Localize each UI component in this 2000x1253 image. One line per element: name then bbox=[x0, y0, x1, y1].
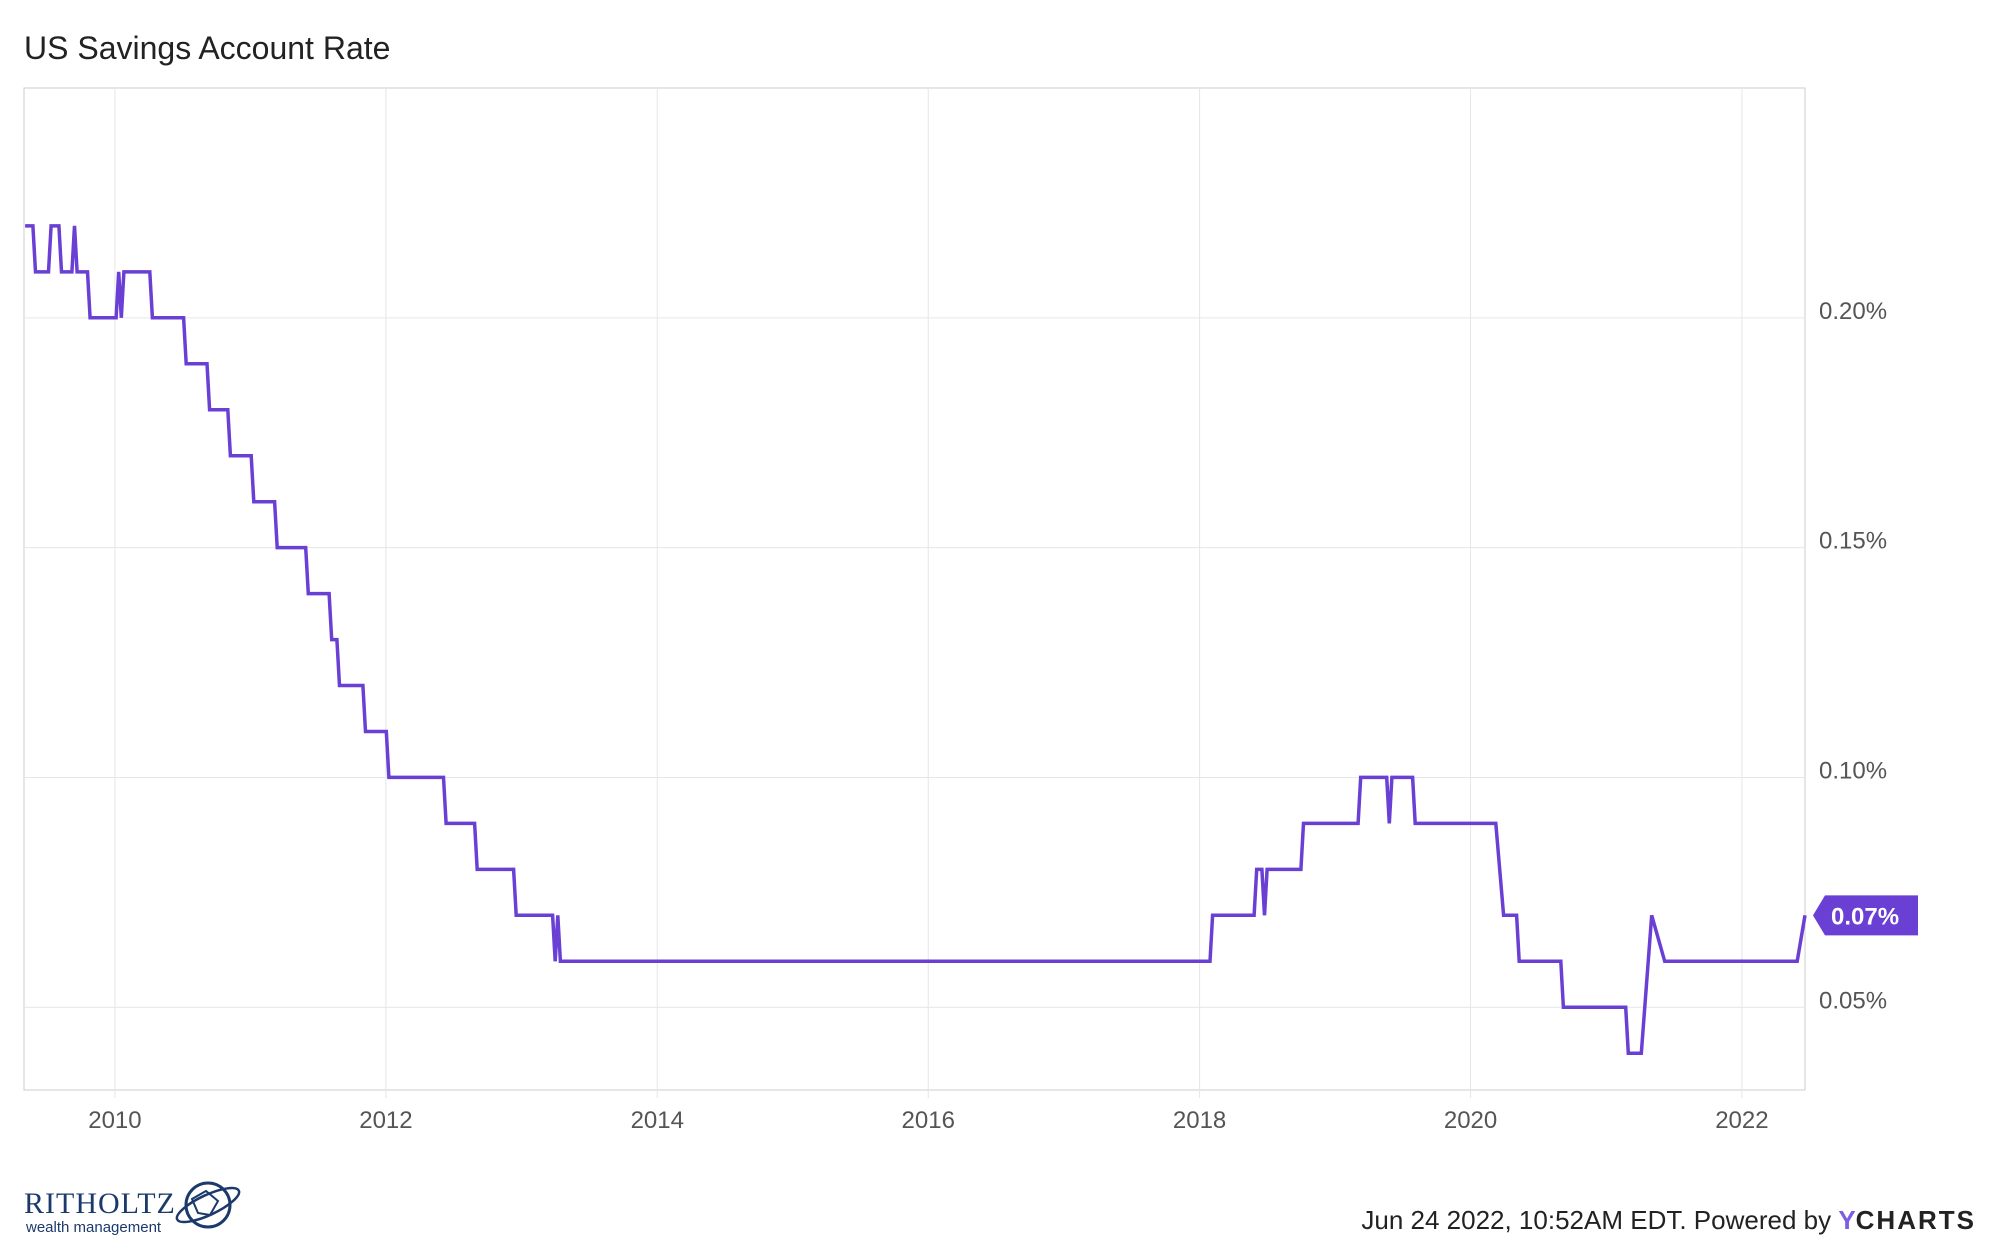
ycharts-logo-y: Y bbox=[1838, 1205, 1856, 1235]
x-tick-label: 2010 bbox=[88, 1107, 141, 1134]
x-tick-label: 2020 bbox=[1444, 1107, 1497, 1134]
footer-credit: Jun 24 2022, 10:52AM EDT. Powered by YCH… bbox=[1361, 1205, 1976, 1236]
y-axis-tick-labels: 0.20% 0.15% 0.10% 0.05% bbox=[1819, 298, 1887, 1014]
x-tick-label: 2012 bbox=[359, 1107, 412, 1134]
chart-title: US Savings Account Rate bbox=[24, 30, 391, 66]
x-tick-label: 2018 bbox=[1173, 1107, 1226, 1134]
x-tick-label: 2016 bbox=[902, 1107, 955, 1134]
ritholtz-logo: RITHOLTZ wealth management bbox=[24, 1175, 254, 1236]
y-tick-label: 0.15% bbox=[1819, 528, 1887, 555]
logo-name: RITHOLTZ bbox=[24, 1187, 176, 1220]
y-tick-label: 0.20% bbox=[1819, 298, 1887, 325]
logo-subtitle: wealth management bbox=[26, 1219, 162, 1236]
x-tick-label: 2014 bbox=[631, 1107, 684, 1134]
plot-frame bbox=[23, 87, 1806, 1091]
globe-icon bbox=[175, 1181, 241, 1229]
ycharts-logo-text: CHARTS bbox=[1855, 1205, 1976, 1235]
vertical-gridlines bbox=[114, 88, 1743, 1098]
x-tick-label: 2022 bbox=[1715, 1107, 1768, 1134]
y-tick-label: 0.05% bbox=[1819, 987, 1887, 1014]
series-line bbox=[25, 224, 1807, 1055]
last-value-marker: 0.07% bbox=[1813, 895, 1918, 936]
last-value-label: 0.07% bbox=[1831, 903, 1899, 930]
last-value-flag bbox=[1813, 895, 1918, 936]
credit-text: Jun 24 2022, 10:52AM EDT. Powered by bbox=[1361, 1205, 1839, 1235]
horizontal-gridlines bbox=[24, 317, 1805, 1008]
y-tick-label: 0.10% bbox=[1819, 757, 1887, 784]
x-axis-tick-labels: 2010 2012 2014 2016 2018 2020 2022 bbox=[88, 1107, 1768, 1134]
